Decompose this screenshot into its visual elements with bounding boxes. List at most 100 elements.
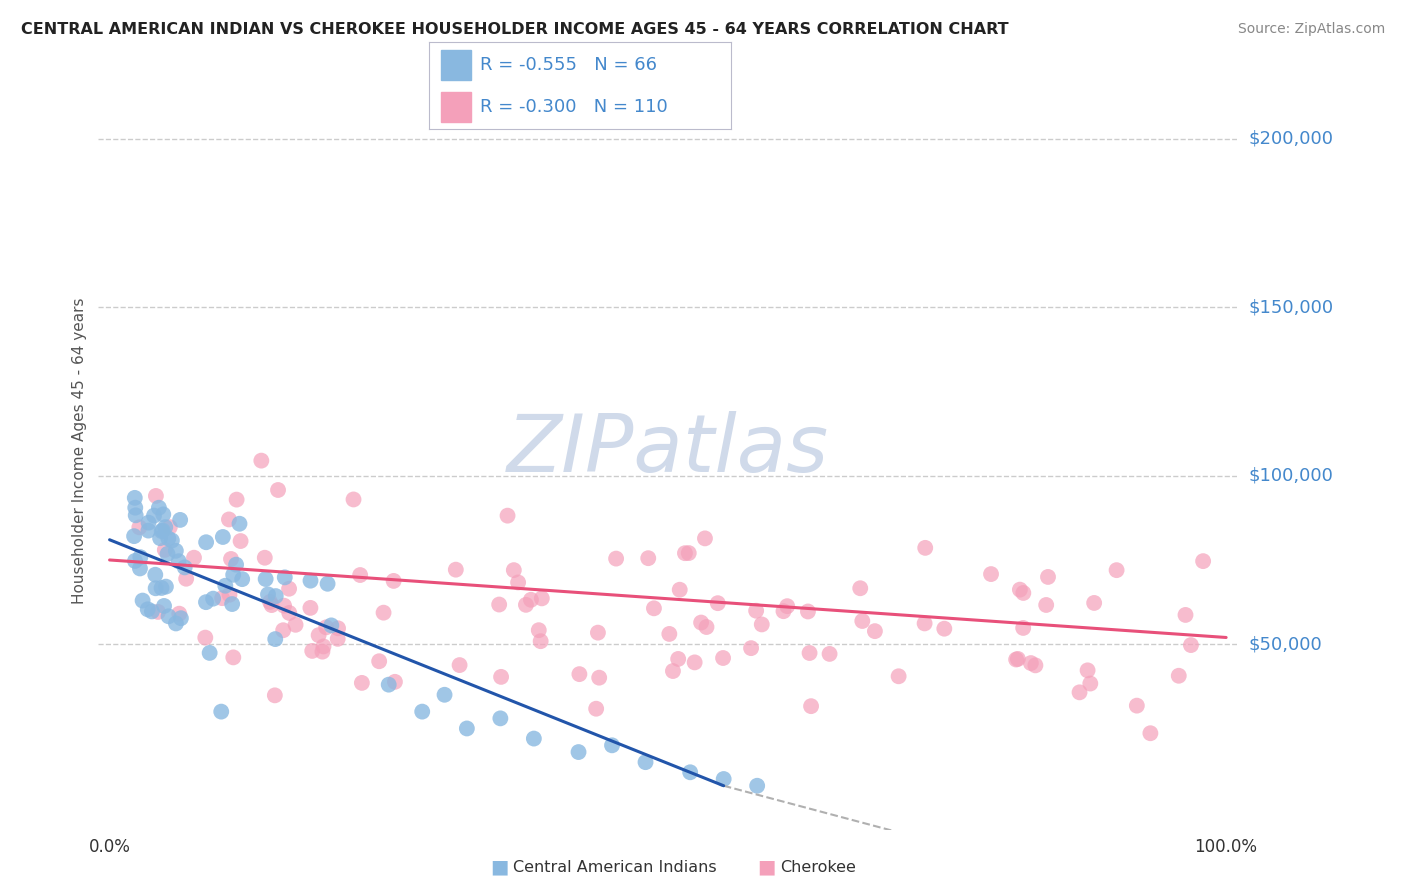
Point — [934, 622, 956, 636]
Point — [143, 567, 166, 582]
Point — [666, 652, 689, 666]
Point — [1105, 563, 1128, 577]
Point — [520, 592, 543, 607]
Point — [211, 591, 233, 606]
Point — [225, 558, 247, 572]
Point — [588, 671, 610, 685]
Point — [668, 582, 690, 597]
Point — [530, 634, 553, 648]
Point — [259, 595, 281, 609]
Point — [695, 620, 717, 634]
Text: Central American Indians: Central American Indians — [513, 860, 717, 874]
Point — [1139, 726, 1161, 740]
Point — [1180, 638, 1202, 652]
Point — [368, 654, 391, 668]
Point — [169, 513, 191, 527]
Point — [299, 600, 322, 615]
Point — [260, 598, 283, 612]
Point — [586, 625, 609, 640]
Point — [585, 702, 607, 716]
Point — [1008, 582, 1031, 597]
Text: $150,000: $150,000 — [1249, 298, 1333, 317]
Point — [278, 606, 301, 620]
Point — [349, 568, 371, 582]
Point — [194, 631, 217, 645]
Point — [229, 534, 252, 549]
Point — [160, 533, 183, 548]
Point — [157, 609, 180, 624]
Point — [264, 589, 287, 603]
Point — [145, 581, 167, 595]
Point — [1174, 607, 1197, 622]
Point — [914, 541, 936, 555]
Y-axis label: Householder Income Ages 45 - 64 years: Householder Income Ages 45 - 64 years — [72, 297, 87, 604]
Point — [673, 546, 696, 560]
Point — [600, 739, 623, 753]
Text: $100,000: $100,000 — [1249, 467, 1333, 484]
Point — [129, 550, 152, 565]
Point — [449, 658, 471, 673]
Point — [713, 772, 735, 786]
Point — [678, 546, 700, 560]
Point — [634, 755, 657, 769]
Point — [153, 599, 176, 613]
Point — [568, 667, 591, 681]
Text: ■: ■ — [489, 857, 509, 877]
Point — [183, 550, 205, 565]
Point — [149, 531, 172, 545]
Point — [683, 656, 706, 670]
Point — [152, 524, 174, 538]
Point — [411, 705, 433, 719]
Text: CENTRAL AMERICAN INDIAN VS CHEROKEE HOUSEHOLDER INCOME AGES 45 - 64 YEARS CORREL: CENTRAL AMERICAN INDIAN VS CHEROKEE HOUS… — [21, 22, 1008, 37]
Point — [1036, 570, 1059, 584]
Point — [152, 508, 174, 522]
Point — [384, 674, 406, 689]
Point — [195, 535, 218, 549]
Text: ■: ■ — [756, 857, 776, 877]
Point — [849, 581, 872, 595]
Point — [301, 644, 323, 658]
Point — [914, 616, 936, 631]
Point — [271, 624, 294, 638]
Point — [138, 516, 160, 530]
Point — [818, 647, 841, 661]
Point — [157, 532, 180, 546]
Point — [167, 607, 190, 621]
Text: $50,000: $50,000 — [1249, 635, 1322, 653]
Text: Cherokee: Cherokee — [780, 860, 856, 874]
Point — [312, 640, 335, 654]
Point — [311, 645, 333, 659]
Point — [1012, 586, 1035, 600]
Point — [231, 572, 253, 586]
Point — [225, 492, 247, 507]
Bar — [441, 50, 471, 80]
Point — [138, 524, 160, 538]
Text: Source: ZipAtlas.com: Source: ZipAtlas.com — [1237, 22, 1385, 37]
Point — [124, 554, 146, 568]
Point — [1077, 664, 1099, 678]
Point — [155, 580, 177, 594]
Point — [124, 491, 146, 505]
Point — [1078, 676, 1101, 690]
Point — [496, 508, 519, 523]
Point — [799, 646, 821, 660]
Point — [527, 623, 550, 637]
Point — [159, 520, 181, 534]
Point — [136, 602, 159, 616]
Point — [174, 572, 197, 586]
Point — [747, 779, 769, 793]
Point — [150, 581, 173, 595]
Point — [273, 599, 295, 613]
Point — [502, 563, 524, 577]
Point — [218, 588, 240, 602]
Point — [637, 551, 659, 566]
Point — [980, 567, 1002, 582]
Point — [1007, 652, 1029, 666]
Point — [1005, 652, 1028, 666]
Point — [707, 596, 730, 610]
Point — [433, 688, 456, 702]
Point — [308, 628, 330, 642]
Point — [1024, 658, 1046, 673]
Point — [222, 567, 245, 582]
Point — [155, 520, 177, 534]
